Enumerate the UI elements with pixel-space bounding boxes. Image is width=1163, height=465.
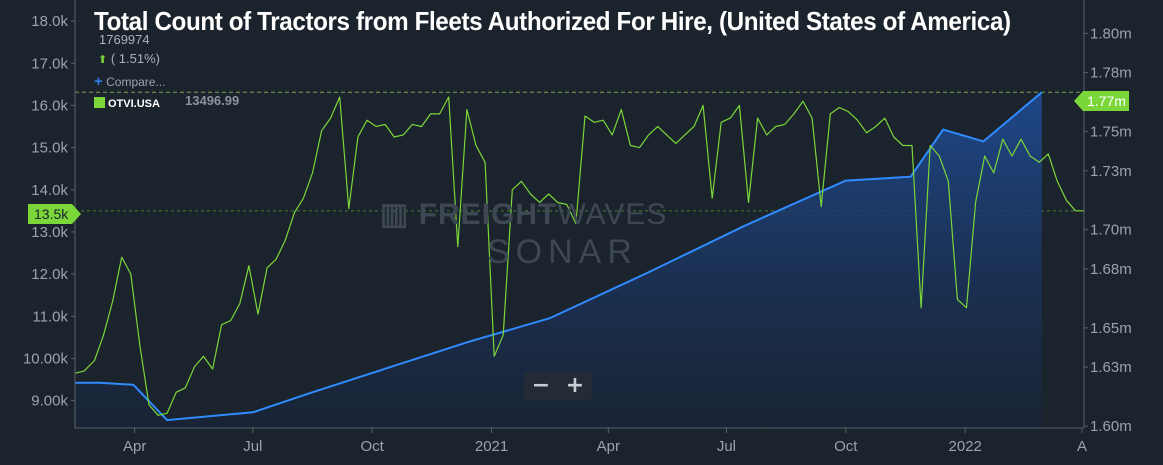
x-tick-label: Oct <box>360 438 384 455</box>
y-left-tick-label: 13.0k <box>31 224 68 241</box>
legend-change-text: ( 1.51%) <box>107 51 160 66</box>
x-tick-label: Apr <box>597 438 620 455</box>
y-right-tick-label: 1.78m <box>1090 65 1132 82</box>
y-right-tick-label: 1.68m <box>1090 261 1132 278</box>
compare-button[interactable]: + Compare... <box>94 73 165 90</box>
x-tick-label: Apr <box>123 438 146 455</box>
y-left-tick-label: 15.0k <box>31 140 68 157</box>
y-left-tick-label: 12.0k <box>31 266 68 283</box>
y-left-tick-label: 14.0k <box>31 182 68 199</box>
arrow-up-icon: ⬆ <box>98 54 108 66</box>
y-left-tick-label: 16.0k <box>31 97 68 114</box>
x-tick-label: Oct <box>834 438 858 455</box>
watermark-mark-icon: ▥ <box>380 198 419 231</box>
series-name: OTVI.USA <box>108 98 160 110</box>
line-layer <box>74 91 1085 422</box>
left-value-badge: 13.5k <box>28 204 82 224</box>
legend-change: ⬆ ( 1.51%) <box>98 51 160 66</box>
y-right-tick-label: 1.65m <box>1090 320 1132 337</box>
watermark-thin: WAVES <box>557 198 668 231</box>
blue-series-area <box>75 92 1042 429</box>
x-tick-label: Jul <box>243 438 262 455</box>
y-left-tick-label: 18.0k <box>31 13 68 30</box>
x-tick-label: A <box>1077 438 1087 455</box>
plus-icon: + <box>94 73 103 90</box>
y-right-tick-label: 1.63m <box>1090 359 1132 376</box>
series-swatch <box>94 97 105 108</box>
zoom-in-button[interactable]: + <box>565 373 585 398</box>
y-right-tick-label: 1.73m <box>1090 163 1132 180</box>
watermark-bold: FREIGHT <box>418 198 558 231</box>
y-right-tick-label: 1.80m <box>1090 25 1132 42</box>
legend-value: 1769974 <box>99 32 150 47</box>
chart-title: Total Count of Tractors from Fleets Auth… <box>94 6 1011 36</box>
otvi-usa-series-line <box>74 96 1085 416</box>
y-right-tick-label: 1.60m <box>1090 418 1132 435</box>
watermark-product: SONAR <box>487 233 638 271</box>
area-layer <box>75 92 1042 429</box>
x-tick-label: 2022 <box>949 438 982 455</box>
right-value-badge: 1.77m <box>1074 91 1129 111</box>
watermark-brand: ▥ FREIGHTWAVES <box>380 197 667 232</box>
series-value: 13496.99 <box>185 93 240 108</box>
y-right-tick-label: 1.75m <box>1090 124 1132 141</box>
y-right-tick-label: 1.70m <box>1090 222 1132 239</box>
zoom-control: − + <box>524 372 592 400</box>
y-left-tick-label: 11.0k <box>32 308 68 325</box>
zoom-out-button[interactable]: − <box>531 373 551 398</box>
y-left-tick-label: 9.00k <box>31 393 68 410</box>
axes: 9.00k 10.00k 11.0k 12.0k 13.0k 14.0k 15.0k 16.0… <box>23 0 1132 455</box>
x-tick-label: 2021 <box>475 438 508 455</box>
compare-label: Compare... <box>106 75 166 89</box>
x-tick-label: Jul <box>717 438 736 455</box>
blue-series-line <box>75 91 1043 422</box>
legend-series[interactable]: OTVI.USA 13496.99 <box>94 93 239 112</box>
y-left-tick-label: 17.0k <box>31 55 68 72</box>
y-left-tick-label: 10.00k <box>23 350 69 367</box>
